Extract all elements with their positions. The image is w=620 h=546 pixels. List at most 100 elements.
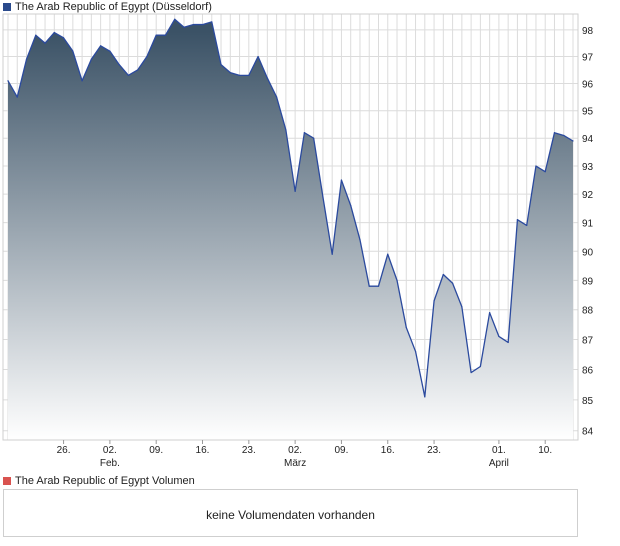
price-point	[405, 326, 407, 329]
price-point	[276, 96, 278, 98]
price-point	[44, 42, 46, 44]
volume-legend-label: The Arab Republic of Egypt Volumen	[15, 475, 195, 487]
price-chart: 84 85 86 87 88 89 90 91 92 93 94 95 96 97 98 26. 02. Feb.…	[2, 13, 594, 469]
price-point	[90, 58, 92, 60]
price-legend: The Arab Republic of Egypt (Düsseldorf)	[3, 1, 212, 13]
price-point	[489, 312, 491, 314]
y-tick-label: 87	[582, 335, 594, 346]
y-tick-label: 97	[582, 53, 594, 64]
y-tick-label: 92	[582, 190, 594, 201]
x-tick-label: 09.	[149, 445, 163, 456]
price-point	[257, 55, 259, 58]
price-point	[118, 63, 120, 66]
price-point	[164, 34, 167, 36]
price-point	[368, 285, 370, 287]
price-point	[359, 239, 361, 241]
price-point	[479, 365, 481, 368]
price-area	[8, 19, 573, 441]
y-tick-label: 90	[582, 247, 594, 258]
price-point	[174, 18, 176, 20]
price-point	[35, 34, 37, 36]
price-point	[229, 72, 231, 74]
y-tick-label: 85	[582, 396, 594, 407]
x-tick-label: 09.	[334, 445, 348, 456]
x-month-label: April	[489, 458, 509, 469]
x-tick-label: 23.	[242, 445, 256, 456]
price-point	[211, 21, 213, 23]
price-point	[220, 63, 222, 66]
price-point	[16, 96, 18, 98]
price-point	[526, 224, 528, 227]
price-point	[81, 80, 83, 82]
x-tick-label: 01.	[492, 445, 506, 456]
price-point	[100, 45, 102, 47]
price-point	[553, 132, 556, 134]
price-point	[498, 335, 500, 338]
y-tick-label: 93	[582, 162, 594, 173]
price-point	[544, 171, 546, 173]
price-point	[109, 50, 111, 52]
price-point	[146, 55, 148, 58]
price-point	[470, 371, 472, 374]
price-legend-label: The Arab Republic of Egypt (Düsseldorf)	[15, 1, 212, 13]
y-tick-label: 86	[582, 366, 594, 377]
x-tick-label: 16.	[381, 445, 395, 456]
x-tick-label: 26.	[57, 445, 71, 456]
price-point	[442, 273, 444, 276]
price-point	[340, 179, 343, 181]
price-point	[433, 300, 435, 302]
price-point	[294, 190, 296, 192]
plot-frame	[2, 13, 579, 441]
price-point	[322, 196, 324, 198]
x-month-label: Feb.	[100, 458, 120, 469]
price-point	[192, 23, 194, 26]
price-point	[572, 140, 574, 142]
price-point	[201, 23, 204, 26]
x-tick-label: 23.	[427, 445, 441, 456]
y-tick-label: 96	[582, 79, 594, 90]
y-tick-label: 95	[582, 107, 594, 118]
price-point	[7, 80, 9, 82]
price-point	[377, 285, 380, 287]
price-point	[155, 34, 157, 36]
price-point	[350, 204, 352, 207]
price-point	[127, 74, 130, 76]
x-tick-label: 02.	[103, 445, 117, 456]
y-tick-label: 88	[582, 306, 594, 317]
y-tick-label: 84	[582, 427, 594, 438]
price-line	[7, 18, 574, 398]
price-point	[396, 279, 398, 281]
no-volume-message: keine Volumendaten vorhanden	[206, 508, 375, 522]
price-point	[62, 37, 65, 39]
price-point	[414, 350, 417, 353]
y-tick-label: 94	[582, 134, 594, 145]
price-point	[266, 77, 268, 79]
price-point	[451, 282, 454, 284]
price-point	[285, 129, 287, 131]
price-legend-swatch	[3, 3, 11, 11]
y-tick-label: 98	[582, 26, 594, 37]
price-point	[303, 132, 305, 134]
price-point	[387, 253, 389, 255]
price-point	[461, 306, 463, 308]
price-point	[563, 134, 565, 137]
price-point	[516, 219, 519, 221]
x-tick-label: 10.	[538, 445, 552, 456]
price-point	[424, 396, 426, 398]
x-month-label: März	[284, 458, 306, 469]
price-point	[72, 50, 74, 52]
price-point	[238, 74, 241, 76]
volume-legend: The Arab Republic of Egypt Volumen	[3, 475, 195, 487]
price-point	[331, 253, 333, 255]
price-point	[248, 74, 250, 76]
price-point	[183, 26, 185, 28]
price-point	[507, 341, 509, 344]
volume-legend-swatch	[3, 477, 11, 485]
y-tick-label: 91	[582, 219, 594, 230]
price-point	[137, 69, 139, 71]
price-point	[25, 58, 28, 60]
x-tick-label: 16.	[196, 445, 210, 456]
price-point	[313, 137, 315, 139]
price-point	[535, 165, 537, 167]
x-tick-label: 02.	[288, 445, 302, 456]
